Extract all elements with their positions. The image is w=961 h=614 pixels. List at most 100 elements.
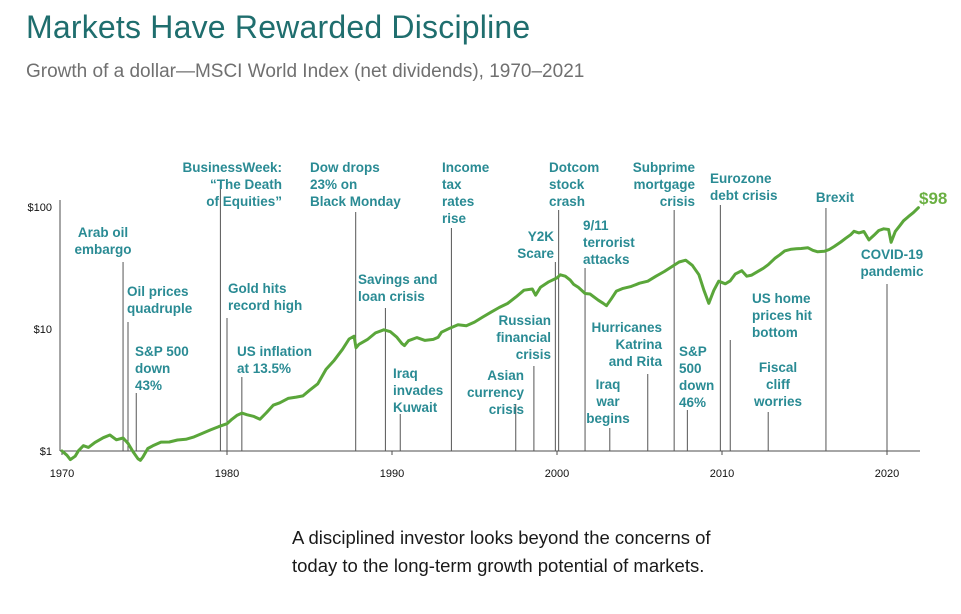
annotation-line-text: Katrina bbox=[615, 337, 662, 352]
annotation-label: Gold hits record high bbox=[228, 281, 302, 313]
x-tick-label: 1990 bbox=[380, 468, 404, 480]
annotation-label: Savings and loan crisis bbox=[358, 272, 438, 304]
annotation-line-text: stock bbox=[549, 177, 585, 192]
annotation-line-text: Scare bbox=[517, 246, 554, 261]
annotation-line-text: at 13.5% bbox=[237, 361, 291, 376]
annotation-line-text: crisis bbox=[660, 194, 695, 209]
annotation-line-text: begins bbox=[586, 411, 630, 426]
annotation-line-text: debt crisis bbox=[710, 188, 778, 203]
annotation-line-text: prices hit bbox=[752, 308, 813, 323]
x-tick-label: 2020 bbox=[875, 468, 899, 480]
annotation-line-text: Brexit bbox=[816, 190, 855, 205]
page-title: Markets Have Rewarded Discipline bbox=[26, 9, 531, 45]
x-tick-label: 1980 bbox=[215, 468, 239, 480]
annotation-label: Income tax rates rise bbox=[442, 160, 490, 226]
annotation-label: Fiscal cliff worries bbox=[753, 360, 802, 409]
annotation-line-text: Russian bbox=[498, 313, 551, 328]
annotation-line-text: rise bbox=[442, 211, 467, 226]
y-tick-label: $100 bbox=[28, 202, 52, 214]
annotation-line-text: bottom bbox=[752, 325, 798, 340]
annotation-label: Dotcom stock crash bbox=[549, 160, 599, 209]
annotation-line-text: 43% bbox=[135, 378, 162, 393]
annotation-label: Hurricanes Katrina and Rita bbox=[591, 320, 662, 369]
annotation-line-text: loan crisis bbox=[358, 289, 425, 304]
annotation-label: Oil prices quadruple bbox=[127, 284, 193, 316]
annotation-line-text: mortgage bbox=[633, 177, 695, 192]
annotation-line-text: Kuwait bbox=[393, 400, 438, 415]
annotation-label: S&P 500 down 46% bbox=[679, 344, 714, 410]
annotation-label: Y2K Scare bbox=[517, 229, 554, 261]
annotation-line-text: US home bbox=[752, 291, 811, 306]
annotation-label: COVID-19 pandemic bbox=[860, 247, 924, 279]
annotation-line-text: BusinessWeek: bbox=[182, 160, 282, 175]
annotation-line-text: Savings and bbox=[358, 272, 438, 287]
x-tick-label: 1970 bbox=[50, 468, 74, 480]
annotation-line-text: 9/11 bbox=[583, 218, 609, 233]
y-tick-label: $1 bbox=[40, 446, 52, 458]
annotation-line-text: Subprime bbox=[633, 160, 696, 175]
annotation-line-text: quadruple bbox=[127, 301, 193, 316]
annotation-line-text: Black Monday bbox=[310, 194, 401, 209]
annotation-line-text: invades bbox=[393, 383, 443, 398]
annotation-line-text: 23% on bbox=[310, 177, 357, 192]
annotation-label: Iraq invades Kuwait bbox=[393, 366, 443, 415]
annotation-line-text: Eurozone bbox=[710, 171, 772, 186]
series-line bbox=[60, 206, 920, 462]
annotation-line-text: tax bbox=[442, 177, 462, 192]
annotation-label: Subprime mortgage crisis bbox=[633, 160, 696, 209]
annotation-label: Arab oil embargo bbox=[74, 225, 131, 257]
x-tick-label: 2000 bbox=[545, 468, 569, 480]
annotation-line-text: attacks bbox=[583, 252, 630, 267]
annotation-line-text: crisis bbox=[516, 347, 551, 362]
annotation-line-text: Income bbox=[442, 160, 490, 175]
annotation-line-text: Y2K bbox=[528, 229, 555, 244]
annotation-label: Iraq war begins bbox=[586, 377, 630, 426]
annotation-line-text: currency bbox=[467, 385, 525, 400]
annotation-line-text: record high bbox=[228, 298, 302, 313]
annotation-line-text: “The Death bbox=[210, 177, 282, 192]
annotation-line-text: US inflation bbox=[237, 344, 312, 359]
y-tick-label: $10 bbox=[34, 324, 52, 336]
annotation-line-text: and Rita bbox=[609, 354, 663, 369]
annotation-line-text: Iraq bbox=[393, 366, 418, 381]
annotation-line-text: COVID-19 bbox=[861, 247, 923, 262]
annotation-line-text: 46% bbox=[679, 395, 706, 410]
annotation-line-text: financial bbox=[496, 330, 551, 345]
annotation-line-text: down bbox=[135, 361, 170, 376]
annotation-line-text: Dow drops bbox=[310, 160, 380, 175]
annotation-label: Eurozone debt crisis bbox=[710, 171, 778, 203]
annotation-line-text: pandemic bbox=[860, 264, 924, 279]
annotation-line-text: embargo bbox=[74, 242, 131, 257]
annotation-line-text: down bbox=[679, 378, 714, 393]
annotation-label: Brexit bbox=[816, 190, 855, 205]
annotation-line-text: Dotcom bbox=[549, 160, 599, 175]
annotation-line-text: crash bbox=[549, 194, 585, 209]
annotation-label: 9/11 terrorist attacks bbox=[583, 218, 635, 267]
annotation-line-text: 500 bbox=[679, 361, 702, 376]
annotation-label: Asian currency crisis bbox=[467, 368, 525, 417]
annotation-line-text: Gold hits bbox=[228, 281, 287, 296]
annotation-line-text: worries bbox=[753, 394, 802, 409]
annotation-line-text: Hurricanes bbox=[591, 320, 662, 335]
annotation-line-text: Arab oil bbox=[78, 225, 128, 240]
annotation-line-text: terrorist bbox=[583, 235, 635, 250]
annotation-line-text: rates bbox=[442, 194, 474, 209]
annotation-line-text: cliff bbox=[766, 377, 791, 392]
annotation-label: BusinessWeek: “The Death of Equities” bbox=[182, 160, 282, 209]
annotation-line-text: of Equities” bbox=[206, 194, 282, 209]
annotation-line-text: Fiscal bbox=[759, 360, 797, 375]
annotation-line-text: Oil prices bbox=[127, 284, 189, 299]
annotation-label: US home prices hit bottom bbox=[752, 291, 813, 340]
annotation-line-text: Asian bbox=[487, 368, 524, 383]
end-value-label: $98 bbox=[919, 189, 947, 208]
annotation-line-text: Iraq bbox=[596, 377, 621, 392]
chart-subtitle: Growth of a dollar—MSCI World Index (net… bbox=[26, 61, 585, 82]
footer-caption: A disciplined investor looks beyond the … bbox=[292, 527, 711, 576]
annotation-label: S&P 500 down 43% bbox=[135, 344, 189, 393]
annotation-line-text: war bbox=[595, 394, 620, 409]
annotation-label: Dow drops 23% on Black Monday bbox=[310, 160, 401, 209]
annotation-line-text: crisis bbox=[489, 402, 524, 417]
annotation-label: US inflation at 13.5% bbox=[237, 344, 312, 376]
annotation-label: Russian financial crisis bbox=[496, 313, 551, 362]
